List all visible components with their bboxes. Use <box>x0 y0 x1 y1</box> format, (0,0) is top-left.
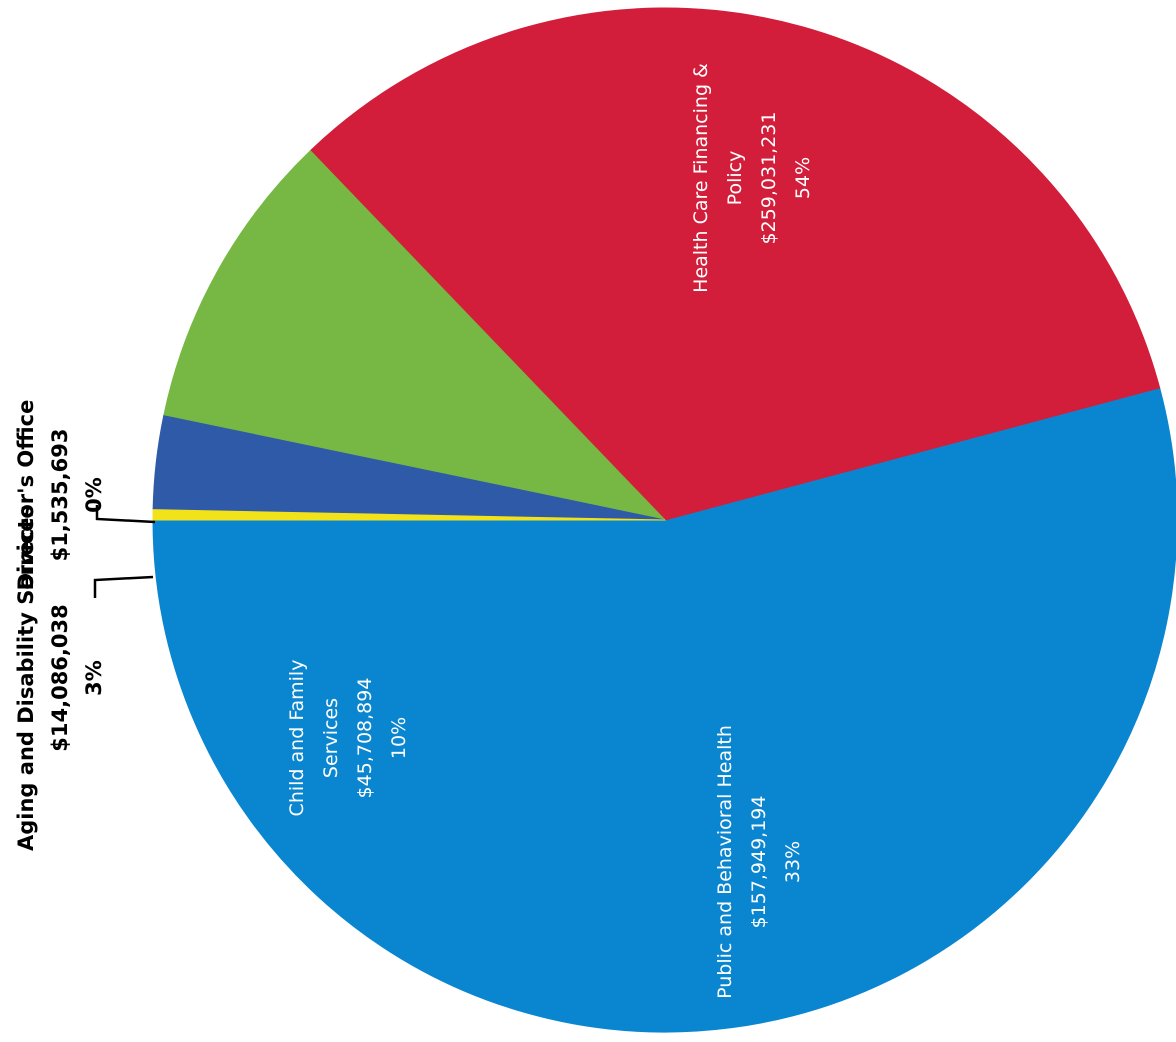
pie-slice-public-health <box>309 7 1161 521</box>
aging-disability-amount-label: $14,086,038 <box>48 604 72 751</box>
child-family-name-line-1: Child and Family <box>286 660 308 817</box>
directors-office-amount-label: $1,535,693 <box>48 429 72 562</box>
public-health-name-line-1: Public and Behavioral Health <box>714 725 736 999</box>
slice-label-aging-disability: Aging and Disability Services $14,086,038… <box>14 505 106 851</box>
health-care-percent-label: 54% <box>792 157 814 199</box>
aging-disability-name-line-1: Aging and Disability Services <box>14 505 38 851</box>
slice-label-health-care: Health Care Financing & Policy $259,031,23… <box>690 63 814 293</box>
slice-label-child-family: Child and Family Services $45,708,894 10% <box>286 660 410 817</box>
pie-slices <box>152 7 1176 1033</box>
health-care-name-line-2: Policy <box>724 151 746 206</box>
aging-disability-percent-label: 3% <box>82 660 106 696</box>
health-care-name-line-1: Health Care Financing & <box>690 63 712 293</box>
public-health-amount-label: $157,949,194 <box>748 796 770 929</box>
leader-line-aging-disability <box>93 575 154 598</box>
pie-slice-health-care <box>152 387 1176 1033</box>
child-family-amount-label: $45,708,894 <box>354 678 376 799</box>
leader-line-directors-office <box>95 505 156 524</box>
pie-slice-directors-office <box>152 509 666 521</box>
pie-labels: Health Care Financing & Policy $259,031,23… <box>14 63 814 999</box>
pie-slice-child-family <box>163 149 667 521</box>
slice-label-public-health: Public and Behavioral Health $157,949,194… <box>714 725 804 999</box>
child-family-percent-label: 10% <box>388 717 410 759</box>
public-health-percent-label: 33% <box>782 841 804 883</box>
slice-label-directors-office: Director's Office $1,535,693 0% <box>14 400 106 591</box>
directors-office-percent-label: 0% <box>82 477 106 513</box>
child-family-name-line-2: Services <box>320 698 342 778</box>
health-care-amount-label: $259,031,231 <box>758 112 780 245</box>
directors-office-name-line-1: Director's Office <box>14 400 38 591</box>
